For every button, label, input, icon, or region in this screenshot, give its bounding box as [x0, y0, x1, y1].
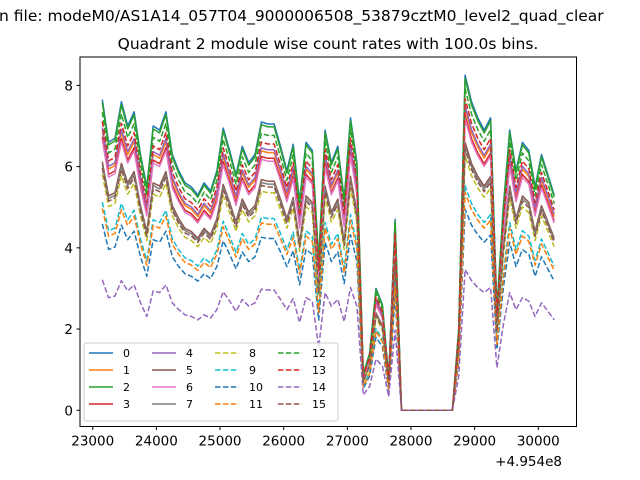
series-line-12: [101, 87, 555, 412]
x-tick-label: 30000: [517, 434, 560, 450]
x-tick-label: 27000: [326, 434, 369, 450]
axes-frame: [79, 56, 577, 427]
legend-label: 13: [312, 364, 326, 377]
legend-label: 15: [312, 398, 326, 411]
x-offset-label: +4.954e8: [495, 454, 562, 470]
legend-label: 12: [312, 347, 326, 360]
y-tick-label: 2: [64, 322, 73, 338]
series-line-10: [101, 208, 555, 412]
series-line-9: [101, 185, 555, 412]
legend-label: 14: [312, 381, 326, 394]
x-tick-label: 29000: [453, 434, 496, 450]
legend-label: 4: [186, 347, 193, 360]
legend-label: 8: [249, 347, 256, 360]
x-tick-label: 25000: [199, 434, 242, 450]
series-line-14: [101, 268, 555, 412]
legend-label: 1: [123, 364, 130, 377]
series-line-2: [101, 77, 555, 412]
series-line-8: [101, 154, 555, 412]
series-line-11: [101, 191, 555, 412]
legend-label: 5: [186, 364, 193, 377]
series-line-4: [101, 104, 555, 412]
y-axis: 0 2 4 6 8: [64, 78, 80, 419]
y-tick-label: 0: [64, 403, 73, 419]
series-lines: [101, 74, 555, 412]
y-tick-label: 4: [64, 241, 73, 257]
legend-label: 6: [186, 381, 193, 394]
legend-label: 0: [123, 347, 130, 360]
x-tick-label: 24000: [135, 434, 178, 450]
x-axis: 23000 24000 25000 26000 27000 28000 29000 30000: [71, 426, 560, 450]
legend-label: 11: [249, 398, 263, 411]
legend-label: 2: [123, 381, 130, 394]
legend-box: [83, 342, 339, 422]
chart-title: Quadrant 2 module wise count rates with …: [118, 35, 539, 53]
legend-label: 10: [249, 381, 263, 394]
legend-label: 9: [249, 364, 256, 377]
y-tick-label: 8: [64, 78, 73, 94]
series-line-13: [101, 97, 555, 412]
x-tick-label: 26000: [262, 434, 305, 450]
legend-label: 3: [123, 398, 130, 411]
series-line-15: [101, 148, 555, 412]
legend-label: 7: [186, 398, 193, 411]
figure-suptitle: n file: modeM0/AS1A14_057T04_9000006508_…: [0, 7, 604, 26]
series-line-6: [101, 118, 555, 412]
x-tick-label: 23000: [71, 434, 114, 450]
y-tick-label: 6: [64, 160, 73, 176]
x-tick-label: 28000: [390, 434, 433, 450]
